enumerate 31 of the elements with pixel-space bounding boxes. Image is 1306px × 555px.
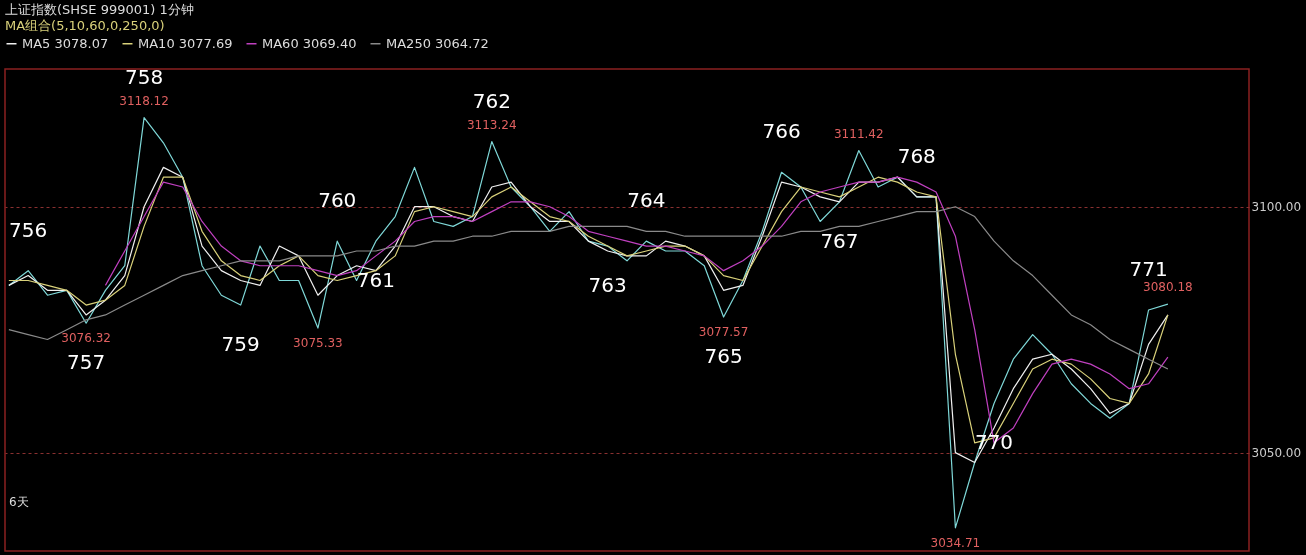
data-label: 3080.18 <box>1143 280 1193 295</box>
annotation: 760 <box>318 188 357 213</box>
annotation: 761 <box>356 268 395 293</box>
data-label: 3075.33 <box>293 336 343 351</box>
legend-label: MA5 3078.07 <box>22 35 109 51</box>
chart-subtitle: MA组合(5,10,60,0,250,0) <box>5 18 165 33</box>
annotation: 758 <box>124 64 164 89</box>
legend-label: MA60 3069.40 <box>262 35 357 51</box>
chart-title: 上证指数(SHSE 999001) 1分钟 <box>5 2 194 17</box>
legend-label: MA10 3077.69 <box>138 35 233 51</box>
annotation: 763 <box>588 273 627 298</box>
annotation: 759 <box>221 332 260 357</box>
y-tick-label: 3100.00 <box>1251 200 1302 215</box>
annotation: 757 <box>67 350 106 375</box>
annotation: 756 <box>9 217 48 242</box>
annotation: 764 <box>627 188 666 213</box>
annotation: 767 <box>820 228 859 253</box>
annotation: 6天 <box>9 495 29 509</box>
data-label: 3076.32 <box>61 331 111 346</box>
data-label: 3118.12 <box>119 93 169 108</box>
annotation: 771 <box>1129 257 1168 281</box>
legend-label: MA250 3064.72 <box>386 35 489 51</box>
data-label: 3111.42 <box>833 126 884 141</box>
annotation: 765 <box>704 344 743 369</box>
data-label: 3034.71 <box>930 535 981 550</box>
data-label: 3113.24 <box>466 117 517 132</box>
data-label: 3077.57 <box>698 325 749 340</box>
annotation: 762 <box>472 88 511 113</box>
y-tick-label: 3050.00 <box>1251 446 1302 461</box>
annotation: 766 <box>762 119 801 144</box>
annotation: 768 <box>897 143 936 168</box>
